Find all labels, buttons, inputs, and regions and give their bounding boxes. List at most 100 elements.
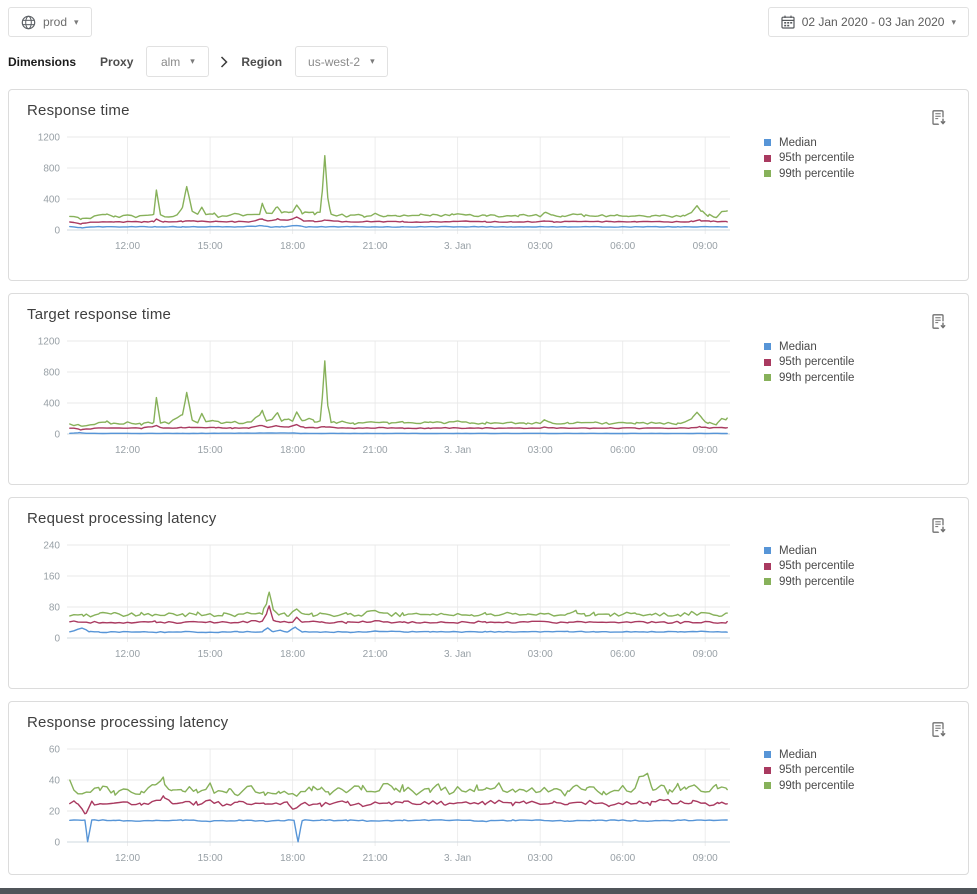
report-download-icon[interactable] <box>932 518 948 537</box>
legend-item-95th[interactable]: 95th percentile <box>764 151 854 167</box>
report-download-icon[interactable] <box>932 314 948 333</box>
environment-selector[interactable]: prod ▾ <box>8 7 92 37</box>
environment-label: prod <box>43 15 68 29</box>
chart-legend: Median 95th percentile 99th percentile <box>744 135 854 182</box>
svg-text:03:00: 03:00 <box>528 445 553 456</box>
legend-label: 99th percentile <box>779 167 855 180</box>
chart-plot-area[interactable]: 12:00 15:00 18:00 21:00 3. Jan 03:00 06:00 09:0… <box>27 739 744 871</box>
chevron-right-icon <box>220 55 228 68</box>
dimensions-bar: Dimensions Proxy alm ▾ Region us-west-2 … <box>0 37 977 89</box>
legend-swatch-95th <box>764 154 771 162</box>
svg-text:03:00: 03:00 <box>528 649 553 660</box>
legend-label: 99th percentile <box>779 575 855 588</box>
legend-item-95th[interactable]: 95th percentile <box>764 559 854 575</box>
legend-label: 99th percentile <box>779 371 855 384</box>
svg-text:1200: 1200 <box>38 337 61 348</box>
svg-text:3. Jan: 3. Jan <box>444 241 471 252</box>
svg-text:09:00: 09:00 <box>693 853 718 864</box>
legend-item-99th[interactable]: 99th percentile <box>764 370 854 386</box>
legend-swatch-95th <box>764 358 771 366</box>
svg-text:3. Jan: 3. Jan <box>444 445 471 456</box>
report-download-icon[interactable] <box>932 722 948 741</box>
svg-text:06:00: 06:00 <box>610 241 635 252</box>
legend-item-95th[interactable]: 95th percentile <box>764 763 854 779</box>
chart-plot-area[interactable]: 12:00 15:00 18:00 21:00 3. Jan 03:00 06:00 09:0… <box>27 331 744 463</box>
caret-down-icon: ▾ <box>370 56 375 66</box>
calendar-icon <box>781 15 795 29</box>
legend-label: 99th percentile <box>779 779 855 792</box>
svg-text:18:00: 18:00 <box>280 853 305 864</box>
legend-label: 95th percentile <box>779 764 855 777</box>
svg-text:400: 400 <box>43 399 60 410</box>
date-range-label: 02 Jan 2020 - 03 Jan 2020 <box>801 15 945 29</box>
legend-swatch-99th <box>764 374 771 382</box>
svg-text:60: 60 <box>49 745 61 756</box>
report-download-icon[interactable] <box>932 110 948 129</box>
caret-down-icon: ▾ <box>74 16 79 27</box>
legend-item-99th[interactable]: 99th percentile <box>764 574 854 590</box>
legend-item-median[interactable]: Median <box>764 339 854 355</box>
svg-text:80: 80 <box>49 603 61 614</box>
svg-text:03:00: 03:00 <box>528 853 553 864</box>
legend-swatch-95th <box>764 562 771 570</box>
globe-icon <box>21 15 36 30</box>
svg-text:06:00: 06:00 <box>610 853 635 864</box>
dimensions-title: Dimensions <box>8 54 77 69</box>
svg-text:12:00: 12:00 <box>115 445 140 456</box>
chart-plot-area[interactable]: 12:00 15:00 18:00 21:00 3. Jan 03:00 06:00 09:0… <box>27 535 744 667</box>
window-bottom-edge <box>0 888 977 894</box>
legend-swatch-median <box>764 139 771 147</box>
chart-panel-request-processing-latency: Request processing latency 12:00 15:00 18:… <box>8 497 969 689</box>
legend-label: 95th percentile <box>779 560 855 573</box>
legend-swatch-median <box>764 547 771 555</box>
legend-item-median[interactable]: Median <box>764 747 854 763</box>
svg-text:12:00: 12:00 <box>115 649 140 660</box>
svg-text:18:00: 18:00 <box>280 445 305 456</box>
region-label: Region <box>241 54 283 69</box>
chart-legend: Median 95th percentile 99th percentile <box>744 747 854 794</box>
svg-text:800: 800 <box>43 164 60 175</box>
svg-text:0: 0 <box>54 226 60 237</box>
legend-item-median[interactable]: Median <box>764 543 854 559</box>
chart-plot-area[interactable]: 12:00 15:00 18:00 21:00 3. Jan 03:00 06:00 09:0… <box>27 127 744 259</box>
svg-text:21:00: 21:00 <box>363 853 388 864</box>
svg-text:12:00: 12:00 <box>115 853 140 864</box>
legend-item-median[interactable]: Median <box>764 135 854 151</box>
date-range-selector[interactable]: 02 Jan 2020 - 03 Jan 2020 ▾ <box>767 7 969 37</box>
svg-text:06:00: 06:00 <box>610 445 635 456</box>
legend-swatch-median <box>764 751 771 759</box>
legend-item-99th[interactable]: 99th percentile <box>764 166 854 182</box>
legend-swatch-median <box>764 343 771 351</box>
legend-label: Median <box>779 748 817 761</box>
svg-text:15:00: 15:00 <box>198 853 223 864</box>
proxy-select[interactable]: alm ▾ <box>146 46 210 77</box>
svg-text:800: 800 <box>43 368 60 379</box>
legend-label: Median <box>779 136 817 149</box>
svg-text:160: 160 <box>43 572 60 583</box>
chart-title: Request processing latency <box>27 510 217 527</box>
legend-item-99th[interactable]: 99th percentile <box>764 778 854 794</box>
svg-text:0: 0 <box>54 838 60 849</box>
legend-label: 95th percentile <box>779 356 855 369</box>
legend-item-95th[interactable]: 95th percentile <box>764 355 854 371</box>
svg-text:20: 20 <box>49 807 61 818</box>
caret-down-icon: ▾ <box>951 16 956 27</box>
svg-text:1200: 1200 <box>38 133 61 144</box>
svg-text:40: 40 <box>49 776 61 787</box>
svg-text:21:00: 21:00 <box>363 649 388 660</box>
chart-title: Response time <box>27 102 130 119</box>
svg-text:0: 0 <box>54 430 60 441</box>
top-bar: prod ▾ 02 Jan 2020 - 03 Jan 2020 ▾ <box>0 0 977 37</box>
svg-text:03:00: 03:00 <box>528 241 553 252</box>
legend-label: Median <box>779 544 817 557</box>
legend-label: Median <box>779 340 817 353</box>
svg-text:21:00: 21:00 <box>363 445 388 456</box>
charts-container: Response time 12:00 15:00 18:00 21:00 3. Jan… <box>8 89 969 875</box>
svg-text:09:00: 09:00 <box>693 445 718 456</box>
legend-swatch-99th <box>764 578 771 586</box>
svg-text:06:00: 06:00 <box>610 649 635 660</box>
svg-text:12:00: 12:00 <box>115 241 140 252</box>
legend-swatch-99th <box>764 782 771 790</box>
region-select[interactable]: us-west-2 ▾ <box>295 46 388 77</box>
chart-title: Target response time <box>27 306 172 323</box>
